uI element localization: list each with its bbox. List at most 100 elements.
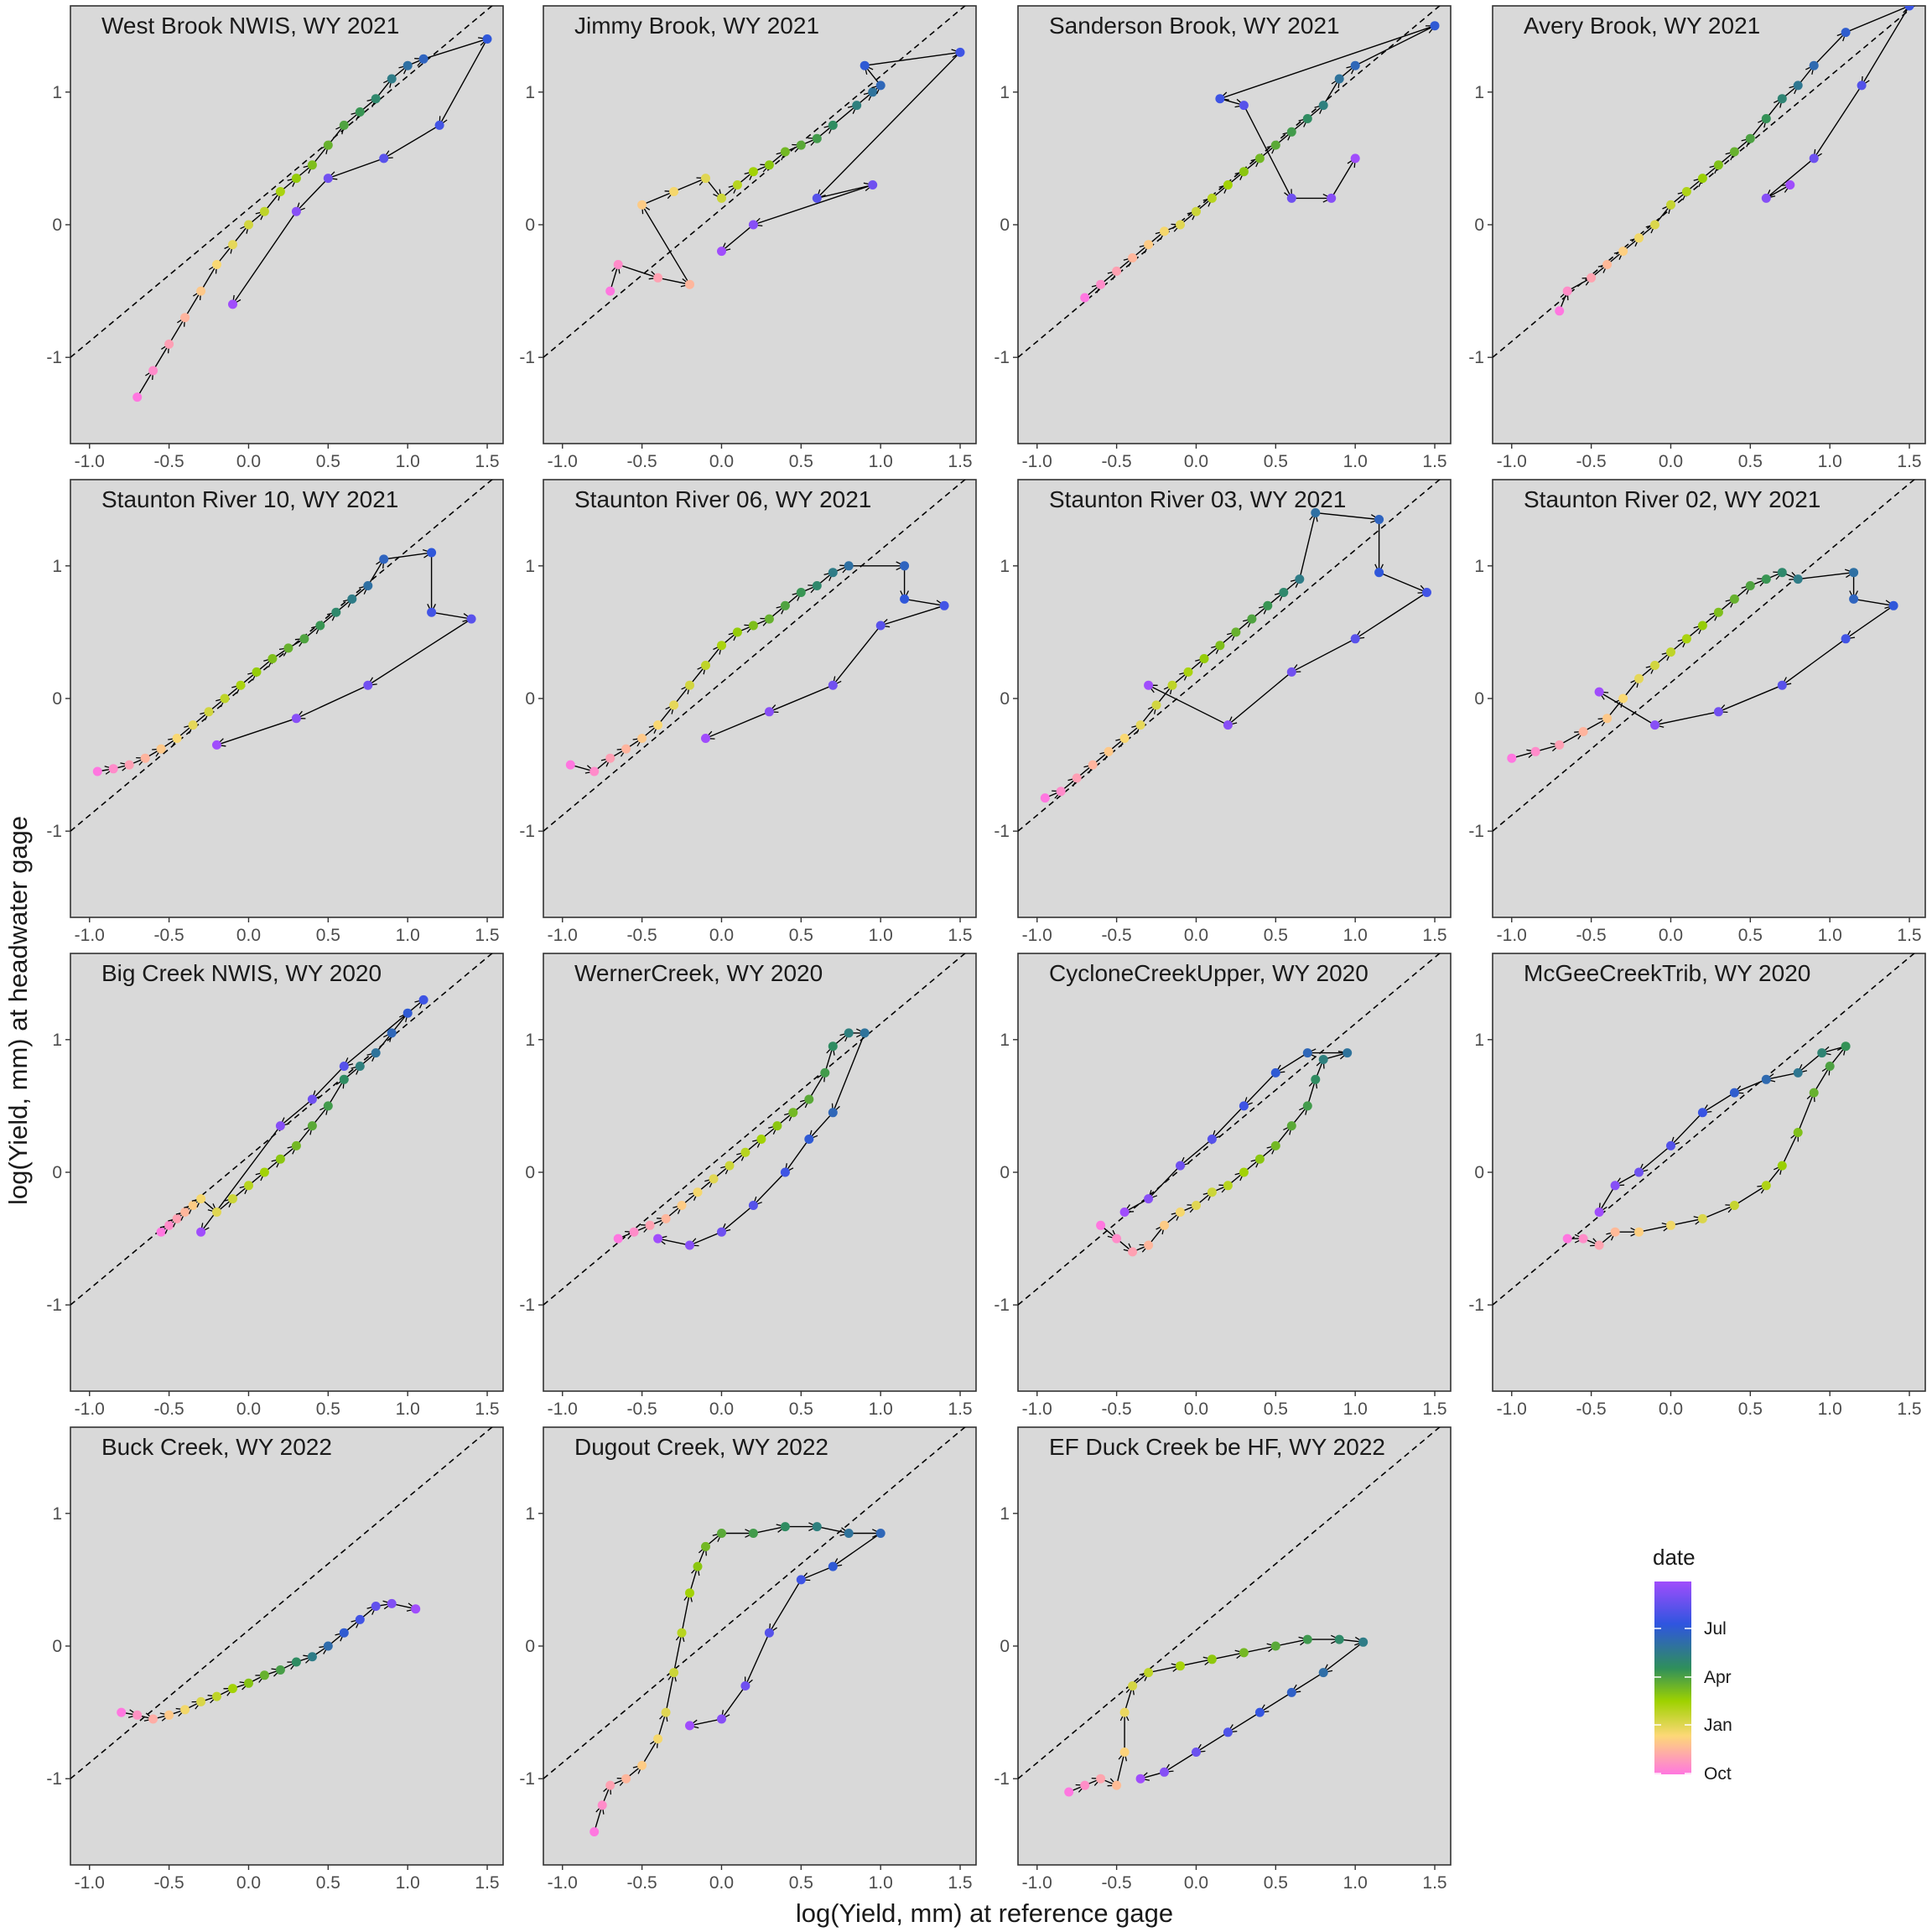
data-point <box>1119 1748 1130 1757</box>
data-point <box>828 120 838 130</box>
data-point <box>1215 94 1225 104</box>
data-point <box>1144 1194 1154 1204</box>
data-point <box>724 1161 735 1171</box>
x-axis-title: log(Yield, mm) at reference gage <box>796 1898 1173 1928</box>
data-point <box>108 764 118 774</box>
x-tick-label: -0.5 <box>627 1400 657 1419</box>
data-point <box>1761 1074 1771 1084</box>
x-tick-label: 0.0 <box>236 1873 261 1893</box>
legend-colorbar <box>1654 1581 1691 1774</box>
data-point <box>1793 1067 1803 1078</box>
data-point <box>621 1774 631 1784</box>
data-point <box>701 661 710 670</box>
data-point <box>685 279 694 289</box>
data-point <box>1422 588 1431 597</box>
data-point <box>1334 1634 1344 1644</box>
data-point <box>1128 253 1138 262</box>
data-point <box>1270 140 1280 150</box>
data-point <box>244 220 253 230</box>
data-point <box>1697 1213 1707 1223</box>
data-point <box>156 1227 166 1237</box>
legend-label: Jan <box>1704 1716 1732 1735</box>
y-tick-label: -1 <box>994 1769 1010 1789</box>
data-point <box>1374 568 1384 578</box>
data-point <box>1430 21 1440 31</box>
data-point <box>347 594 357 604</box>
data-point <box>228 1194 237 1204</box>
legend-ticks: Jul Apr Jan Oct <box>1654 1619 1732 1784</box>
data-point <box>1343 1048 1353 1058</box>
panel: West Brook NWIS, WY 2021 -1 0 1 -1.0 -0.5 0.0 0… <box>46 5 504 471</box>
panel: WernerCreek, WY 2020 -1 0 1 -1.0 -0.5 0.0 0.5 1.… <box>519 953 977 1419</box>
x-tick-label: 1.0 <box>1818 452 1842 471</box>
x-tick-label: 1.5 <box>1422 1400 1446 1419</box>
y-tick-label: -1 <box>46 1296 62 1315</box>
data-point <box>172 734 182 743</box>
data-point <box>1318 1668 1328 1678</box>
data-point <box>1311 508 1321 517</box>
data-point <box>212 740 221 750</box>
data-point <box>1350 634 1360 644</box>
data-point <box>1713 607 1723 617</box>
panel-title: Staunton River 10, WY 2021 <box>101 486 398 512</box>
data-point <box>1286 193 1296 203</box>
x-tick-label: 0.0 <box>1659 452 1683 471</box>
data-point <box>1215 641 1225 651</box>
panel-background <box>70 953 504 1392</box>
data-point <box>1239 1101 1249 1111</box>
data-point <box>637 1760 647 1770</box>
x-tick-label: 0.5 <box>1738 926 1763 945</box>
panel-background <box>1492 953 1926 1392</box>
data-point <box>1761 1181 1771 1191</box>
data-point <box>1223 720 1233 730</box>
data-point <box>748 220 758 230</box>
data-point <box>1135 1774 1145 1784</box>
data-point <box>1602 714 1613 724</box>
panel-title: Staunton River 02, WY 2021 <box>1524 486 1820 512</box>
x-tick-label: -1.0 <box>1497 1400 1527 1419</box>
data-point <box>1697 621 1707 631</box>
data-point <box>955 47 965 57</box>
data-point <box>1144 1240 1154 1250</box>
panel: Staunton River 10, WY 2021 -1 0 1 -1.0 -0.5 0.… <box>46 479 504 945</box>
data-point <box>148 366 158 376</box>
data-point <box>1729 1088 1739 1098</box>
data-point <box>212 260 221 269</box>
data-point <box>860 60 870 70</box>
data-point <box>796 140 806 150</box>
data-point <box>1207 1187 1217 1197</box>
data-point <box>1618 247 1628 257</box>
data-point <box>1666 1220 1675 1230</box>
data-point <box>653 273 663 283</box>
data-point <box>717 247 726 257</box>
data-point <box>1064 1787 1074 1797</box>
data-point <box>1192 1748 1201 1757</box>
data-point <box>732 180 742 190</box>
data-point <box>299 634 309 644</box>
data-point <box>740 1681 750 1690</box>
data-point <box>427 548 437 558</box>
y-tick-label: -1 <box>994 348 1010 367</box>
x-tick-label: 0.5 <box>1738 452 1763 471</box>
data-point <box>148 1714 158 1724</box>
data-point <box>1857 80 1867 91</box>
data-point <box>228 1684 237 1694</box>
data-point <box>589 1827 600 1836</box>
x-tick-label: 0.0 <box>1659 926 1683 945</box>
data-point <box>740 1147 750 1157</box>
x-tick-label: -0.5 <box>154 1400 184 1419</box>
x-tick-label: 1.0 <box>1818 926 1842 945</box>
data-point <box>180 1705 190 1715</box>
y-tick-label: 0 <box>1474 689 1484 709</box>
data-point <box>1650 661 1659 670</box>
data-point <box>1160 226 1169 236</box>
data-point <box>828 1041 838 1052</box>
data-point <box>275 1154 285 1164</box>
data-point <box>1207 1654 1217 1665</box>
data-point <box>812 133 822 143</box>
data-point <box>653 1734 663 1744</box>
x-tick-label: 1.0 <box>396 926 420 945</box>
data-point <box>780 1522 790 1532</box>
x-tick-label: -0.5 <box>154 1873 184 1893</box>
panel-plot-area <box>70 953 493 1306</box>
